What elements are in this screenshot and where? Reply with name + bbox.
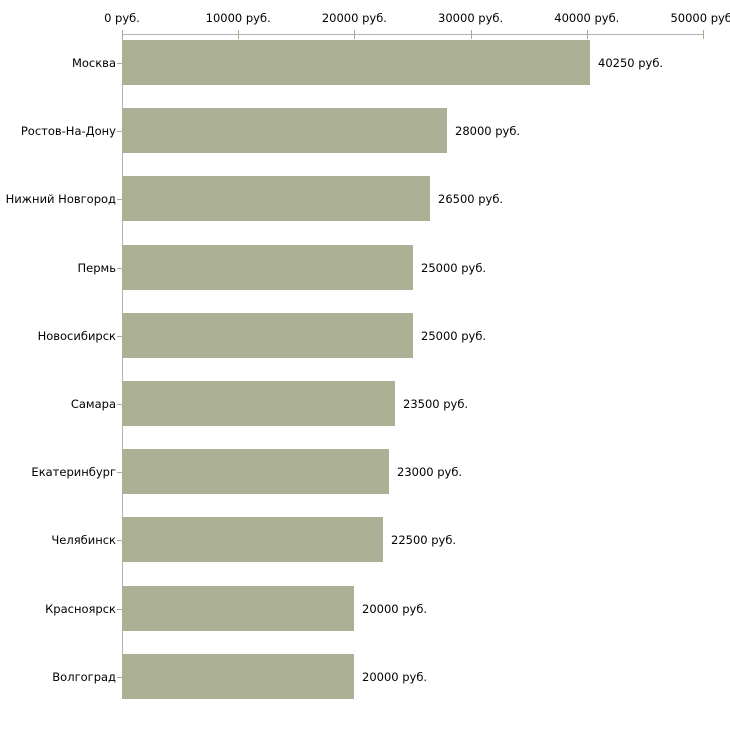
- x-axis-tick-label: 10000 руб.: [205, 11, 271, 25]
- bar[interactable]: [122, 108, 447, 153]
- bar[interactable]: [122, 381, 395, 426]
- bar-value-label: 23500 руб.: [403, 397, 469, 411]
- y-axis-tick: [117, 131, 122, 132]
- x-axis-tick: [122, 30, 123, 39]
- bar[interactable]: [122, 586, 354, 631]
- bar[interactable]: [122, 245, 413, 290]
- x-axis-tick-label: 50000 руб.: [670, 11, 730, 25]
- category-label: Москва: [71, 56, 116, 70]
- category-label: Самара: [70, 397, 116, 411]
- bar-value-label: 28000 руб.: [455, 124, 521, 138]
- x-axis-tick: [703, 30, 704, 39]
- x-axis-tick-label: 20000 руб.: [321, 11, 387, 25]
- y-axis-tick: [117, 199, 122, 200]
- y-axis-tick: [117, 540, 122, 541]
- bar-value-label: 20000 руб.: [362, 670, 428, 684]
- y-axis-tick: [117, 404, 122, 405]
- x-axis-tick: [238, 30, 240, 39]
- bar[interactable]: [122, 654, 354, 699]
- bar-value-label: 25000 руб.: [421, 329, 487, 343]
- x-axis-tick-label: 30000 руб.: [438, 11, 504, 25]
- y-axis-tick: [117, 677, 122, 678]
- category-label: Пермь: [77, 261, 116, 275]
- bar[interactable]: [122, 517, 383, 562]
- x-axis-tick-label: 40000 руб.: [554, 11, 620, 25]
- y-axis-tick: [117, 268, 122, 269]
- x-axis-tick: [586, 30, 588, 39]
- bar[interactable]: [122, 313, 413, 358]
- bar-value-label: 23000 руб.: [397, 465, 463, 479]
- category-label: Новосибирск: [37, 329, 116, 343]
- y-axis-line: [122, 34, 123, 695]
- category-label: Нижний Новгород: [5, 192, 116, 206]
- x-axis-tick: [470, 30, 472, 39]
- category-label: Волгоград: [52, 670, 116, 684]
- y-axis-tick: [117, 336, 122, 337]
- bar-value-label: 25000 руб.: [421, 261, 487, 275]
- x-axis-line: [122, 34, 703, 35]
- bar[interactable]: [122, 449, 389, 494]
- bar[interactable]: [122, 176, 430, 221]
- x-axis-tick: [354, 30, 356, 39]
- bar[interactable]: [122, 40, 590, 85]
- bar-value-label: 22500 руб.: [391, 533, 457, 547]
- x-axis-tick-label: 0 руб.: [104, 11, 140, 25]
- category-label: Ростов-На-Дону: [20, 124, 116, 138]
- category-label: Красноярск: [45, 602, 116, 616]
- y-axis-tick: [117, 63, 122, 64]
- category-label: Екатеринбург: [31, 465, 116, 479]
- bar-value-label: 20000 руб.: [362, 602, 428, 616]
- bar-value-label: 26500 руб.: [438, 192, 504, 206]
- y-axis-tick: [117, 472, 122, 473]
- y-axis-tick: [117, 609, 122, 610]
- bar-value-label: 40250 руб.: [598, 56, 664, 70]
- category-label: Челябинск: [51, 533, 116, 547]
